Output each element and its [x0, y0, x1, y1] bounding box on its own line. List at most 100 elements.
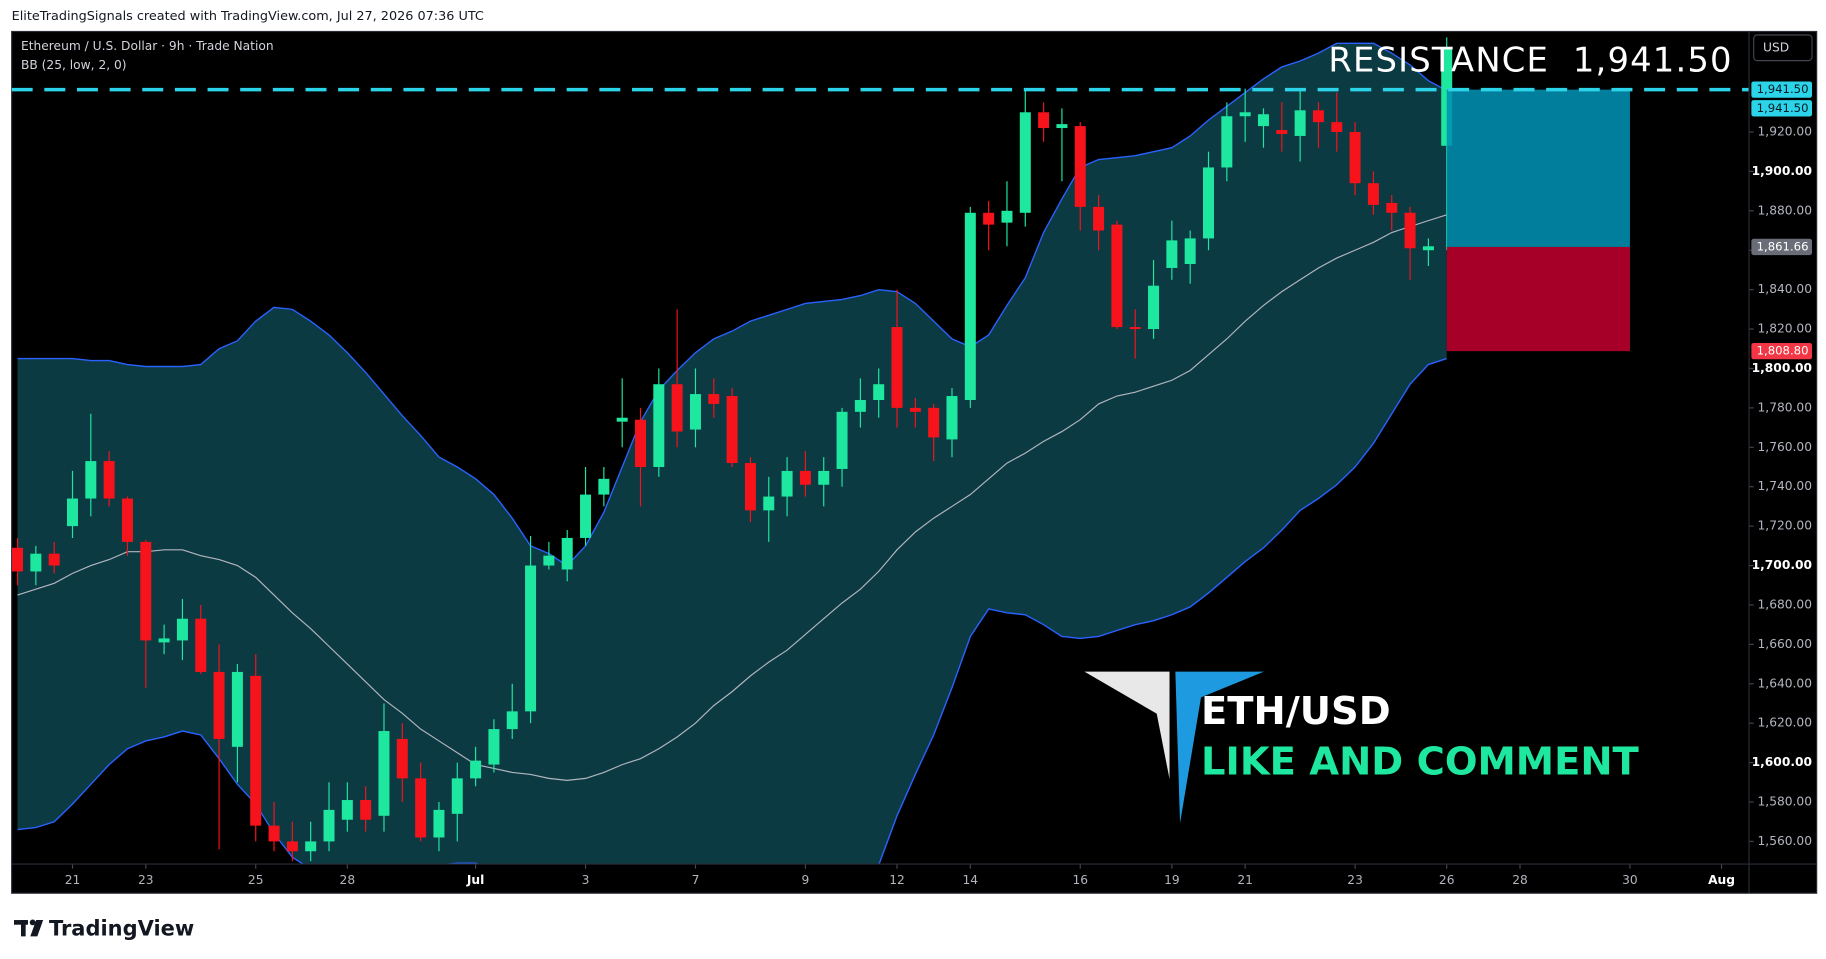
logo-slash — [30, 920, 44, 937]
x-tick-label: 21 — [65, 873, 81, 887]
candle-body — [946, 396, 958, 440]
x-tick-label: 23 — [138, 873, 154, 887]
x-tick-label: 16 — [1072, 873, 1088, 887]
x-tick-label: 12 — [889, 873, 905, 887]
candle-body — [1203, 167, 1215, 239]
candle-body — [341, 800, 353, 820]
attribution: EliteTradingSignals created with Trading… — [12, 9, 484, 24]
x-tick-label: 26 — [1439, 873, 1455, 887]
stop-zone — [1446, 246, 1630, 352]
x-tick-label: 9 — [802, 873, 810, 887]
watermark-symbol: ETH/USD — [1201, 689, 1391, 734]
y-tick-label: 1,600.00 — [1752, 755, 1812, 769]
candle-body — [964, 212, 976, 400]
candle-body — [268, 825, 280, 842]
x-tick-label: 19 — [1164, 873, 1180, 887]
x-tick-label: 14 — [963, 873, 979, 887]
candle-body — [928, 407, 940, 438]
y-tick-label: 1,580.00 — [1758, 795, 1812, 809]
candle-body — [195, 618, 207, 672]
candle-body — [598, 478, 610, 495]
stop-price: 1,808.80 — [1757, 344, 1809, 358]
x-tick-label: 21 — [1237, 873, 1253, 887]
x-tick-label: 7 — [692, 873, 700, 887]
currency-box[interactable] — [1753, 34, 1813, 62]
candle-body — [1386, 202, 1398, 213]
y-tick-label: 1,900.00 — [1752, 164, 1812, 178]
resistance-price: 1,941.50 — [1757, 82, 1809, 96]
candle-body — [1367, 183, 1379, 205]
candle-body — [488, 729, 500, 765]
currency-label[interactable]: USD — [1763, 40, 1789, 54]
candle-body — [1349, 131, 1361, 184]
y-tick-label: 1,720.00 — [1758, 519, 1812, 533]
candle-body — [854, 399, 866, 412]
x-tick-label: 23 — [1347, 873, 1363, 887]
candle-body — [653, 384, 665, 467]
candle-body — [983, 212, 995, 225]
resistance-price-box — [1751, 81, 1813, 98]
candle-body — [1239, 112, 1251, 117]
x-tick-label: 28 — [340, 873, 356, 887]
candle-body — [525, 565, 537, 712]
candle-body — [305, 841, 317, 852]
candle-body — [744, 463, 756, 511]
logo-stem — [20, 920, 26, 937]
y-tick-label: 1,620.00 — [1758, 716, 1812, 730]
candle-body — [1166, 240, 1178, 268]
y-tick-label: 1,760.00 — [1758, 440, 1812, 454]
candle-body — [763, 496, 775, 511]
candle-body — [1056, 124, 1068, 129]
candle-body — [30, 553, 42, 572]
candle-body — [561, 537, 573, 570]
x-tick-label: 28 — [1512, 873, 1528, 887]
candle-body — [1221, 116, 1233, 168]
y-tick-label: 1,660.00 — [1758, 637, 1812, 651]
candle-body — [250, 675, 262, 826]
candle-body — [1038, 112, 1050, 129]
candle-body — [580, 494, 592, 538]
candle-body — [1129, 327, 1141, 330]
candle-body — [396, 738, 408, 779]
x-tick-label: 3 — [582, 873, 590, 887]
brand: TradingView — [49, 916, 194, 940]
stop-price-box — [1751, 342, 1813, 360]
candle-body — [48, 553, 60, 566]
candle-body — [726, 396, 738, 464]
candle-body — [176, 618, 188, 641]
candle-body — [1331, 122, 1343, 132]
candle-body — [1184, 238, 1196, 265]
candle-body — [470, 760, 482, 779]
plot-area — [11, 37, 1750, 865]
logo-left — [1084, 671, 1170, 779]
candle-body — [616, 417, 628, 422]
candle-body — [1294, 110, 1306, 136]
indicator-legend: BB (25, low, 2, 0) — [21, 58, 127, 72]
candle-body — [873, 384, 885, 400]
y-tick-label: 1,640.00 — [1758, 676, 1812, 690]
axes: 1,560.00 1,580.00 1,600.00 1,620.00 1,640.00… — [65, 81, 1813, 887]
candle-body — [286, 841, 298, 852]
candle-body — [1404, 212, 1416, 249]
candle-body — [12, 547, 24, 572]
candle-body — [360, 800, 372, 820]
y-tick-label: 1,780.00 — [1758, 400, 1812, 414]
candle-body — [1276, 130, 1288, 134]
candle-body — [433, 809, 445, 838]
y-tick-label: 1,740.00 — [1758, 479, 1812, 493]
candle-body — [415, 778, 427, 838]
band-basis — [17, 214, 1447, 781]
watermark-call: LIKE AND COMMENT — [1201, 739, 1640, 784]
candle-body — [231, 671, 243, 747]
y-tick-label: 1,680.00 — [1758, 597, 1812, 611]
candle-body — [1111, 224, 1123, 328]
x-tick-label: Aug — [1708, 873, 1735, 887]
y-tick-label: 1,840.00 — [1758, 282, 1812, 296]
y-tick-label: 1,920.00 — [1758, 124, 1812, 138]
entry-price: 1,861.66 — [1757, 239, 1809, 253]
resistance-text: RESISTANCE 1,941.50 — [1328, 40, 1732, 79]
candle-body — [671, 384, 683, 432]
candle-body — [1001, 210, 1013, 223]
x-tick-label: Jul — [466, 873, 484, 887]
